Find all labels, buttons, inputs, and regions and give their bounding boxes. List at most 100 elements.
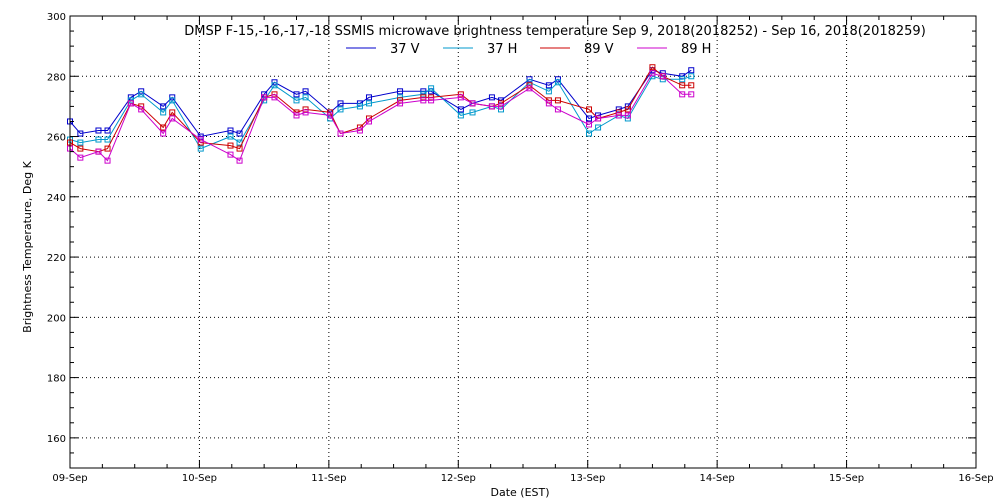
data-point xyxy=(261,94,268,101)
data-point xyxy=(457,106,464,113)
data-point xyxy=(227,151,234,158)
series-line xyxy=(69,72,692,162)
data-point xyxy=(397,88,404,95)
data-point xyxy=(488,94,495,101)
data-point xyxy=(688,91,695,98)
series-89-h xyxy=(67,70,695,164)
data-point xyxy=(104,136,111,143)
data-point xyxy=(227,127,234,134)
x-tick-label: 14-Sep xyxy=(700,473,735,484)
data-point xyxy=(160,103,167,110)
data-point xyxy=(77,130,84,137)
legend-label: 89 H xyxy=(681,42,711,57)
data-point xyxy=(624,106,631,113)
data-point xyxy=(77,139,84,146)
y-tick-label: 200 xyxy=(47,313,66,324)
y-tick-label: 180 xyxy=(47,374,66,385)
data-point xyxy=(138,91,145,98)
data-point xyxy=(169,97,176,104)
data-point xyxy=(545,82,552,89)
data-point xyxy=(428,94,435,101)
legend-label: 89 V xyxy=(584,42,614,57)
data-point xyxy=(679,76,686,83)
data-point xyxy=(428,97,435,104)
grid-lines xyxy=(70,16,976,468)
data-point xyxy=(457,112,464,119)
data-point xyxy=(554,79,561,86)
data-point xyxy=(679,82,686,89)
data-point xyxy=(545,88,552,95)
data-point xyxy=(104,127,111,134)
data-point xyxy=(77,145,84,152)
data-point xyxy=(397,100,404,107)
data-point xyxy=(160,130,167,137)
y-tick-label: 220 xyxy=(47,253,66,264)
data-point xyxy=(271,82,278,89)
data-point xyxy=(302,109,309,116)
data-point xyxy=(227,142,234,149)
data-point xyxy=(595,115,602,122)
data-point xyxy=(624,115,631,122)
data-point xyxy=(679,73,686,80)
data-point xyxy=(497,106,504,113)
data-point xyxy=(104,145,111,152)
data-point xyxy=(293,91,300,98)
data-point xyxy=(236,157,243,164)
data-point xyxy=(586,115,593,122)
data-point xyxy=(649,70,656,77)
data-point xyxy=(649,64,656,71)
data-point xyxy=(160,124,167,131)
data-point xyxy=(327,112,334,119)
data-point xyxy=(679,91,686,98)
data-point xyxy=(365,118,372,125)
legend-label: 37 H xyxy=(487,42,517,57)
x-axis-title: Date (EST) xyxy=(490,486,549,499)
series-37-h xyxy=(67,73,695,152)
y-axis-title: Brightness Temperature, Deg K xyxy=(21,160,34,332)
x-tick-label: 13-Sep xyxy=(570,473,605,484)
data-point xyxy=(160,109,167,116)
data-point xyxy=(337,130,344,137)
y-tick-label: 160 xyxy=(47,434,66,445)
data-point xyxy=(659,73,666,80)
data-point xyxy=(302,94,309,101)
data-point xyxy=(586,130,593,137)
data-point xyxy=(615,112,622,119)
data-point xyxy=(197,145,204,152)
data-point xyxy=(428,85,435,92)
y-axis-tick-labels: 160 180 200 220 240 260 280 300 xyxy=(47,12,66,445)
legend-item: 89 V xyxy=(540,42,614,57)
data-point xyxy=(95,136,102,143)
axis-ticks xyxy=(69,15,977,469)
data-point xyxy=(77,154,84,161)
legend-item: 37 H xyxy=(443,42,517,57)
data-point xyxy=(397,94,404,101)
data-point xyxy=(586,106,593,113)
x-tick-label: 15-Sep xyxy=(829,473,864,484)
data-point xyxy=(365,100,372,107)
y-tick-label: 240 xyxy=(47,193,66,204)
data-point xyxy=(236,130,243,137)
data-point xyxy=(420,97,427,104)
data-point xyxy=(497,103,504,110)
y-tick-label: 300 xyxy=(47,12,66,23)
data-point xyxy=(197,136,204,143)
chart-title: DMSP F-15,-16,-17,-18 SSMIS microwave br… xyxy=(184,24,926,39)
data-point xyxy=(293,112,300,119)
data-point xyxy=(337,100,344,107)
data-point xyxy=(420,94,427,101)
data-point xyxy=(457,94,464,101)
legend: 37 V 37 H 89 V 89 H xyxy=(346,42,711,57)
data-point xyxy=(302,88,309,95)
x-axis-tick-labels: 09-Sep 10-Sep 11-Sep 12-Sep 13-Sep 14-Sep 15-S… xyxy=(52,473,993,484)
data-point xyxy=(227,133,234,140)
data-point xyxy=(261,91,268,98)
series-layer xyxy=(67,64,695,164)
data-point xyxy=(236,145,243,152)
x-tick-label: 11-Sep xyxy=(311,473,346,484)
data-point xyxy=(271,91,278,98)
data-point xyxy=(95,148,102,155)
legend-label: 37 V xyxy=(390,42,420,57)
data-point xyxy=(554,97,561,104)
